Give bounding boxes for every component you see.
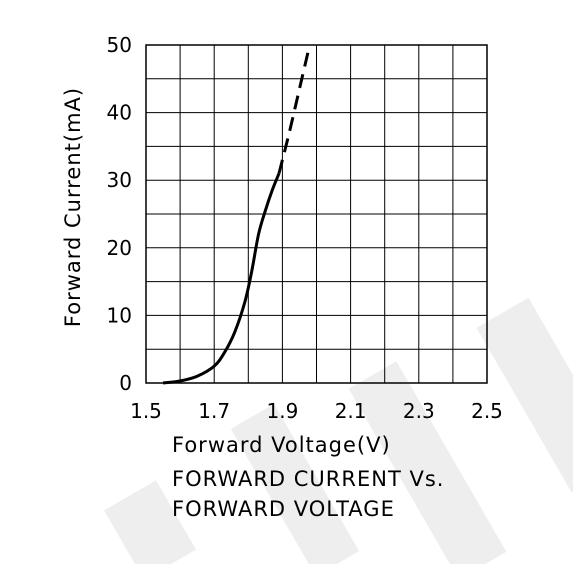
- y-tick-label: 30: [107, 168, 132, 192]
- y-tick-label: 50: [107, 33, 132, 57]
- watermark: [104, 297, 573, 568]
- x-tick-label: 1.9: [266, 399, 298, 423]
- caption-line-2: FORWARD VOLTAGE: [172, 497, 395, 521]
- series-line-solid: [162, 172, 281, 385]
- x-axis-label: Forward Voltage(V): [172, 433, 391, 457]
- watermark-shape: [348, 361, 507, 568]
- x-tick-labels: 1.5 1.7 1.9 2.1 2.3 2.5: [130, 399, 503, 423]
- y-tick-labels: 0 10 20 30 40 50: [107, 33, 132, 395]
- series: [162, 44, 312, 385]
- y-tick-label: 10: [107, 303, 132, 327]
- y-tick-label: 20: [107, 236, 132, 260]
- y-tick-label: 40: [107, 101, 132, 125]
- x-tick-label: 1.7: [198, 399, 230, 423]
- x-tick-label: 1.5: [130, 399, 162, 423]
- grid: [146, 45, 487, 383]
- y-tick-label: 0: [119, 371, 132, 395]
- watermark-shape: [104, 480, 196, 568]
- x-tick-label: 2.3: [403, 399, 435, 423]
- y-axis-label: Forward Current(mA): [61, 87, 85, 327]
- series-line-dashed: [277, 44, 312, 174]
- x-tick-label: 2.5: [471, 399, 503, 423]
- watermark-shape: [230, 403, 360, 568]
- plot-border: [145, 44, 488, 384]
- plot-frame: [145, 44, 488, 384]
- x-tick-label: 2.1: [335, 399, 367, 423]
- watermark-shape: [476, 297, 573, 493]
- caption-line-1: FORWARD CURRENT Vs.: [172, 467, 444, 491]
